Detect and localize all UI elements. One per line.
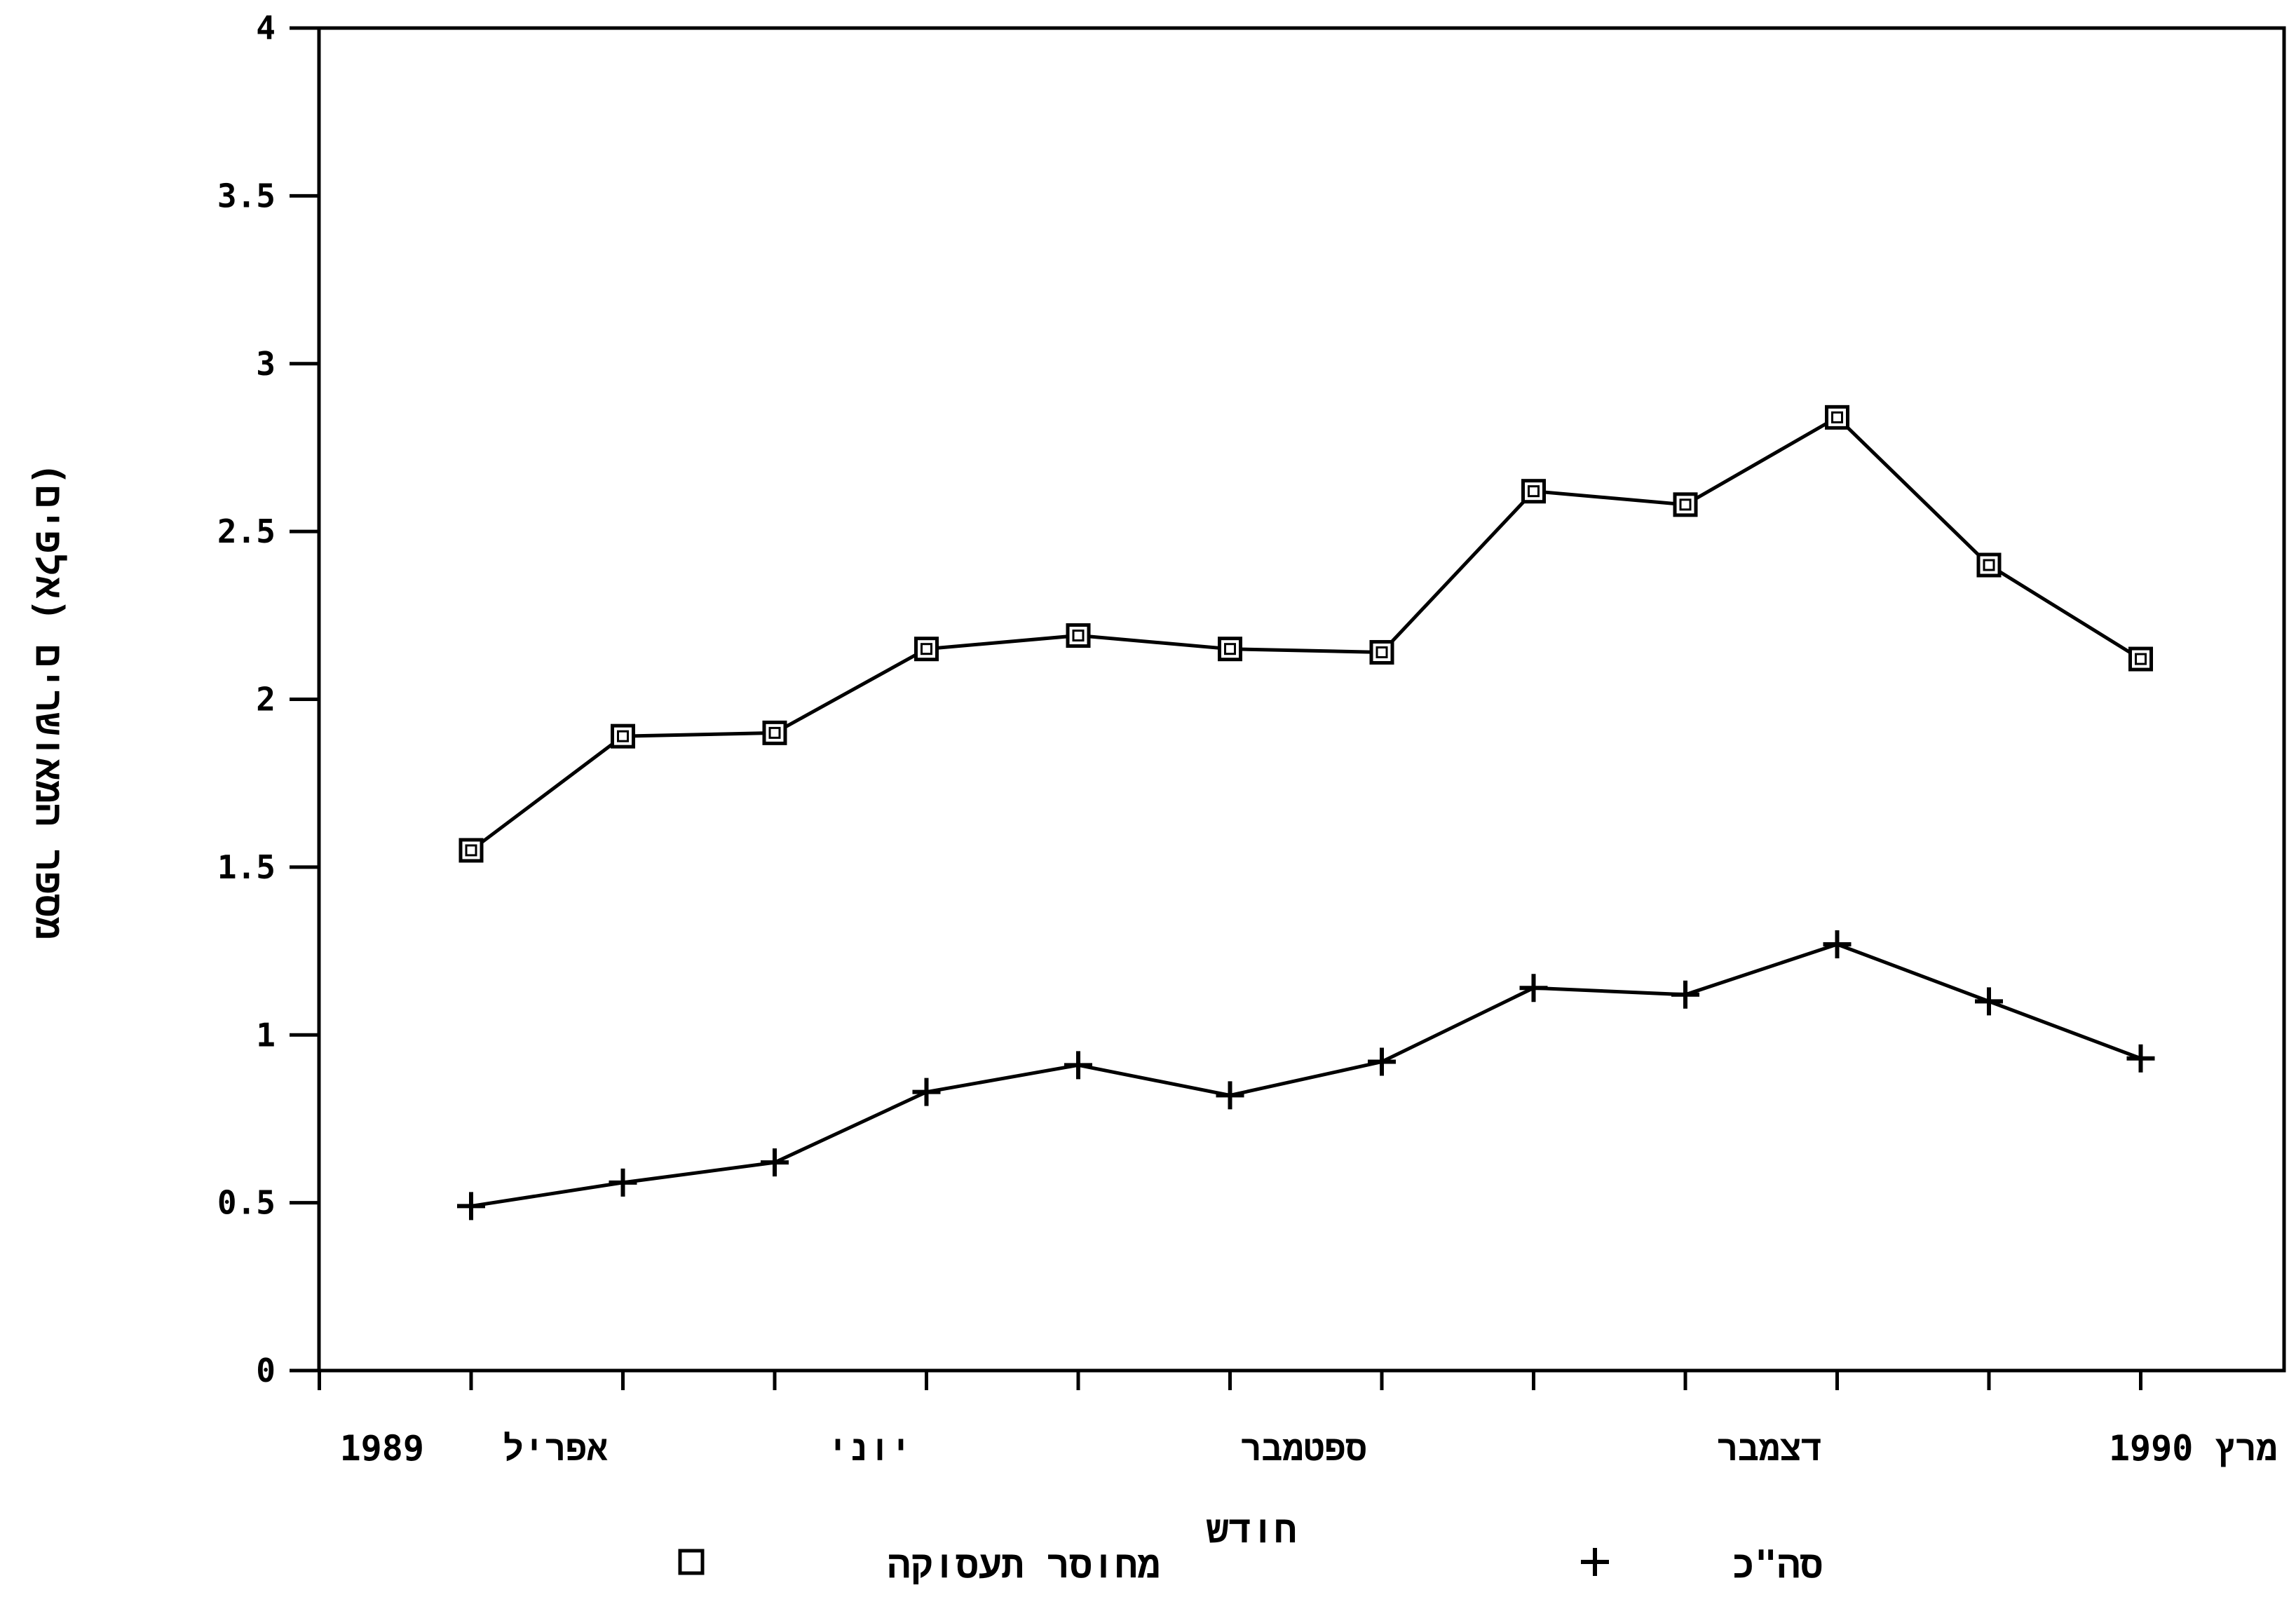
y-tick-label: 0 — [256, 1352, 276, 1389]
legend-label-1: מחוסר תעסוקה — [888, 1542, 1160, 1586]
series-1-point — [1066, 623, 1091, 648]
series-2-point — [1519, 974, 1548, 1002]
series-1-point — [1976, 552, 2002, 578]
series-1-point-inner — [2135, 653, 2147, 665]
series-1-point-inner — [1224, 643, 1236, 655]
series-1-point-inner — [1831, 411, 1843, 423]
x-tick-label: דצמבר — [1717, 1428, 1822, 1469]
series-line-2 — [470, 942, 2142, 1208]
series-2-point — [2126, 1044, 2155, 1073]
series-2-point — [912, 1078, 941, 1106]
series-2-point — [1064, 1051, 1092, 1080]
series-2-point — [761, 1148, 789, 1177]
series-1-point — [914, 637, 939, 662]
y-axis-title-group: מספר המאושרים (אלפים) — [27, 463, 72, 940]
series-2-point — [609, 1168, 637, 1197]
series-1-point — [1218, 637, 1242, 662]
x-tick-label: מרץ 1990 — [2109, 1428, 2278, 1469]
series-2-point — [1823, 930, 1852, 958]
series-1-point-inner — [921, 643, 932, 655]
series-1-point — [1825, 405, 1849, 430]
x-tick-label: ספטמבר — [1240, 1428, 1366, 1469]
series-2-point — [457, 1192, 485, 1221]
series-2-point — [1216, 1081, 1244, 1110]
y-tick-label: 3 — [256, 345, 276, 383]
series-1-point — [762, 720, 787, 745]
series-1-point — [1521, 479, 1546, 504]
series-1-point — [2128, 646, 2153, 672]
series-1-point-inner — [465, 844, 477, 857]
series-1-point-inner — [1528, 485, 1540, 498]
y-tick-label: 1 — [256, 1016, 276, 1054]
x-tick-label: 1989 — [340, 1428, 424, 1469]
y-axis-title: מספר המאושרים (אלפים) — [27, 463, 72, 940]
series-1-point-inner — [768, 726, 781, 739]
x-tick-label: יוני — [827, 1428, 911, 1469]
x-axis-title: חודש — [1206, 1507, 1297, 1551]
legend-label-2: סה"כ — [1732, 1542, 1823, 1586]
series-line-1 — [470, 415, 2142, 852]
plot-frame — [317, 26, 2286, 1373]
series-1-point — [611, 723, 635, 749]
series-1-point-inner — [1679, 498, 1692, 511]
y-tick-label: 1.5 — [217, 848, 276, 886]
legend-marker-1 — [678, 1549, 705, 1575]
series-1-point-inner — [1983, 559, 1995, 571]
series-1-point-inner — [1375, 646, 1388, 658]
y-tick-label: 2.5 — [217, 512, 276, 550]
x-tick-label: אפריל — [503, 1428, 608, 1469]
y-tick-label: 3.5 — [217, 177, 276, 215]
y-tick-label: 4 — [256, 9, 276, 47]
series-2-point — [1975, 987, 2003, 1016]
series-1-point — [1369, 639, 1394, 665]
y-tick-label: 2 — [256, 681, 276, 719]
series-1-point — [1673, 492, 1698, 517]
y-tick-label: 0.5 — [217, 1184, 276, 1222]
series-2-point — [1368, 1047, 1396, 1076]
legend-marker-2 — [1581, 1548, 1609, 1576]
series-1-point-inner — [617, 730, 629, 742]
series-2-point — [1671, 980, 1699, 1009]
series-1-point-inner — [1072, 630, 1085, 642]
series-1-point — [458, 838, 484, 863]
